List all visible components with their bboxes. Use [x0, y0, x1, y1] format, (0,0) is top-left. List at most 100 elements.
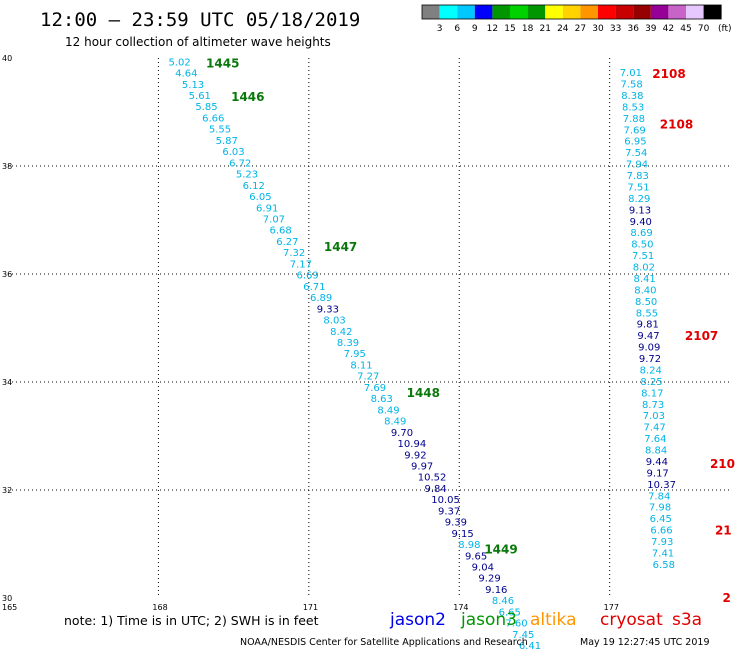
legend-swatch — [492, 5, 510, 19]
wave-height-value: 9.92 — [404, 450, 426, 461]
pass-time-label: 1449 — [484, 542, 517, 556]
wave-height-value: 9.47 — [637, 331, 659, 342]
wave-height-value: 7.01 — [620, 68, 642, 79]
wave-height-value: 8.03 — [323, 316, 345, 327]
wave-height-value: 9.72 — [639, 354, 661, 365]
legend-swatch — [668, 5, 686, 19]
legend-tick-label: 33 — [610, 24, 621, 34]
legend-swatch — [457, 5, 475, 19]
pass-time-label: 1447 — [324, 240, 357, 254]
wave-height-value: 10.94 — [398, 439, 427, 450]
wave-height-value: 5.61 — [189, 91, 211, 102]
longitude-label: 165 — [2, 603, 17, 612]
wave-height-value: 9.40 — [630, 217, 652, 228]
legend-sat-s3a: s3a — [672, 610, 702, 630]
wave-height-value: 8.24 — [640, 365, 662, 376]
wave-height-value: 6.27 — [276, 237, 298, 248]
wave-height-value: 7.84 — [648, 491, 670, 502]
longitude-label: 171 — [303, 603, 318, 612]
wave-height-value: 9.65 — [465, 551, 487, 562]
wave-height-value: 6.66 — [650, 526, 672, 537]
wave-height-value: 8.98 — [458, 540, 480, 551]
wave-height-value: 7.58 — [620, 80, 642, 91]
wave-height-value: 7.41 — [652, 548, 674, 559]
pass-time-label: 1445 — [206, 56, 239, 70]
wave-height-value: 9.44 — [646, 457, 668, 468]
longitude-label: 168 — [152, 603, 167, 612]
wave-height-value: 8.49 — [377, 405, 399, 416]
wave-height-value: 7.98 — [649, 503, 671, 514]
wave-height-value: 8.55 — [636, 308, 658, 319]
pass-time-label: 2108 — [652, 67, 685, 81]
wave-height-value: 5.13 — [182, 80, 204, 91]
page-title: 12:00 — 23:59 UTC 05/18/2019 — [40, 9, 360, 31]
wave-height-value: 7.95 — [344, 349, 366, 360]
legend-swatch — [562, 5, 581, 19]
wave-height-value: 8.63 — [371, 394, 393, 405]
wave-height-value: 6.89 — [310, 293, 332, 304]
wave-height-value: 9.15 — [451, 529, 473, 540]
footer-credit: NOAA/NESDIS Center for Satellite Applica… — [240, 637, 528, 648]
wave-height-value: 7.83 — [627, 171, 649, 182]
wave-height-value: 7.60 — [505, 619, 527, 630]
wave-height-value: 10.52 — [418, 473, 447, 484]
track-cryosat: 7.017.588.388.537.887.696.957.547.947.83… — [620, 68, 676, 571]
legend-tick-label: 18 — [522, 24, 534, 34]
wave-height-value: 8.25 — [640, 377, 662, 388]
legend-tick-label: 70 — [698, 24, 710, 34]
wave-height-value: 9.04 — [472, 563, 494, 574]
legend-swatch — [686, 5, 704, 19]
footer-timestamp: May 19 12:27:45 UTC 2019 — [580, 637, 709, 648]
pass-time-label: 21 — [715, 524, 732, 538]
wave-height-value: 6.66 — [202, 113, 224, 124]
legend-tick-label: 45 — [680, 24, 691, 34]
legend-tick-label: 15 — [504, 24, 515, 34]
wave-height-value: 8.69 — [630, 228, 652, 239]
wave-height-value: 8.17 — [641, 388, 663, 399]
legend-tick-label: 27 — [575, 24, 586, 34]
legend-swatch — [439, 5, 458, 19]
wave-height-value: 8.50 — [631, 240, 653, 251]
pass-time-label: 210 — [710, 457, 735, 471]
wave-height-value: 9.33 — [317, 304, 339, 315]
wave-height-value: 6.72 — [229, 158, 251, 169]
wave-height-value: 7.45 — [512, 630, 534, 641]
wave-height-value: 8.46 — [492, 596, 514, 607]
pass-time-label: 2 — [722, 591, 730, 605]
wave-height-value: 5.85 — [195, 102, 217, 113]
legend-swatch — [633, 5, 651, 19]
wave-height-value: 8.38 — [621, 91, 643, 102]
latitude-label: 30 — [2, 594, 12, 603]
wave-height-value: 8.50 — [635, 297, 657, 308]
legend-tick-label: 30 — [592, 24, 604, 34]
wave-height-value: 5.87 — [216, 136, 238, 147]
wave-height-value: 7.47 — [643, 423, 665, 434]
legend-tick-label: 6 — [454, 24, 460, 34]
pass-time-label: 1446 — [231, 90, 264, 104]
wave-height-value: 8.73 — [642, 400, 664, 411]
plot-area — [8, 58, 730, 598]
wave-height-value: 6.58 — [653, 560, 675, 571]
legend-swatch — [474, 5, 493, 19]
wave-height-value: 8.49 — [384, 417, 406, 428]
legend-unit: (ft) — [718, 24, 732, 34]
footer-note: note: 1) Time is in UTC; 2) SWH is in fe… — [64, 613, 319, 628]
wave-height-value: 7.64 — [644, 434, 666, 445]
legend-tick-label: 3 — [437, 24, 443, 34]
wave-height-value: 7.17 — [290, 259, 312, 270]
wave-height-value: 7.32 — [283, 248, 305, 259]
legend-sat-jason3: jason3 — [460, 610, 517, 630]
wave-height-value: 6.71 — [303, 282, 325, 293]
wave-height-value: 8.41 — [634, 274, 656, 285]
wave-height-value: 7.94 — [626, 160, 648, 171]
latitude-label: 36 — [2, 270, 12, 279]
wave-height-value: 8.40 — [634, 285, 656, 296]
legend-swatch — [510, 5, 528, 19]
wave-height-value: 8.29 — [628, 194, 650, 205]
legend-swatch — [650, 5, 669, 19]
wave-height-value: 8.39 — [337, 338, 359, 349]
wave-height-value: 7.03 — [643, 411, 665, 422]
wave-height-value: 6.05 — [249, 192, 271, 203]
legend-swatch — [598, 5, 616, 19]
legend-tick-label: 9 — [472, 24, 478, 34]
